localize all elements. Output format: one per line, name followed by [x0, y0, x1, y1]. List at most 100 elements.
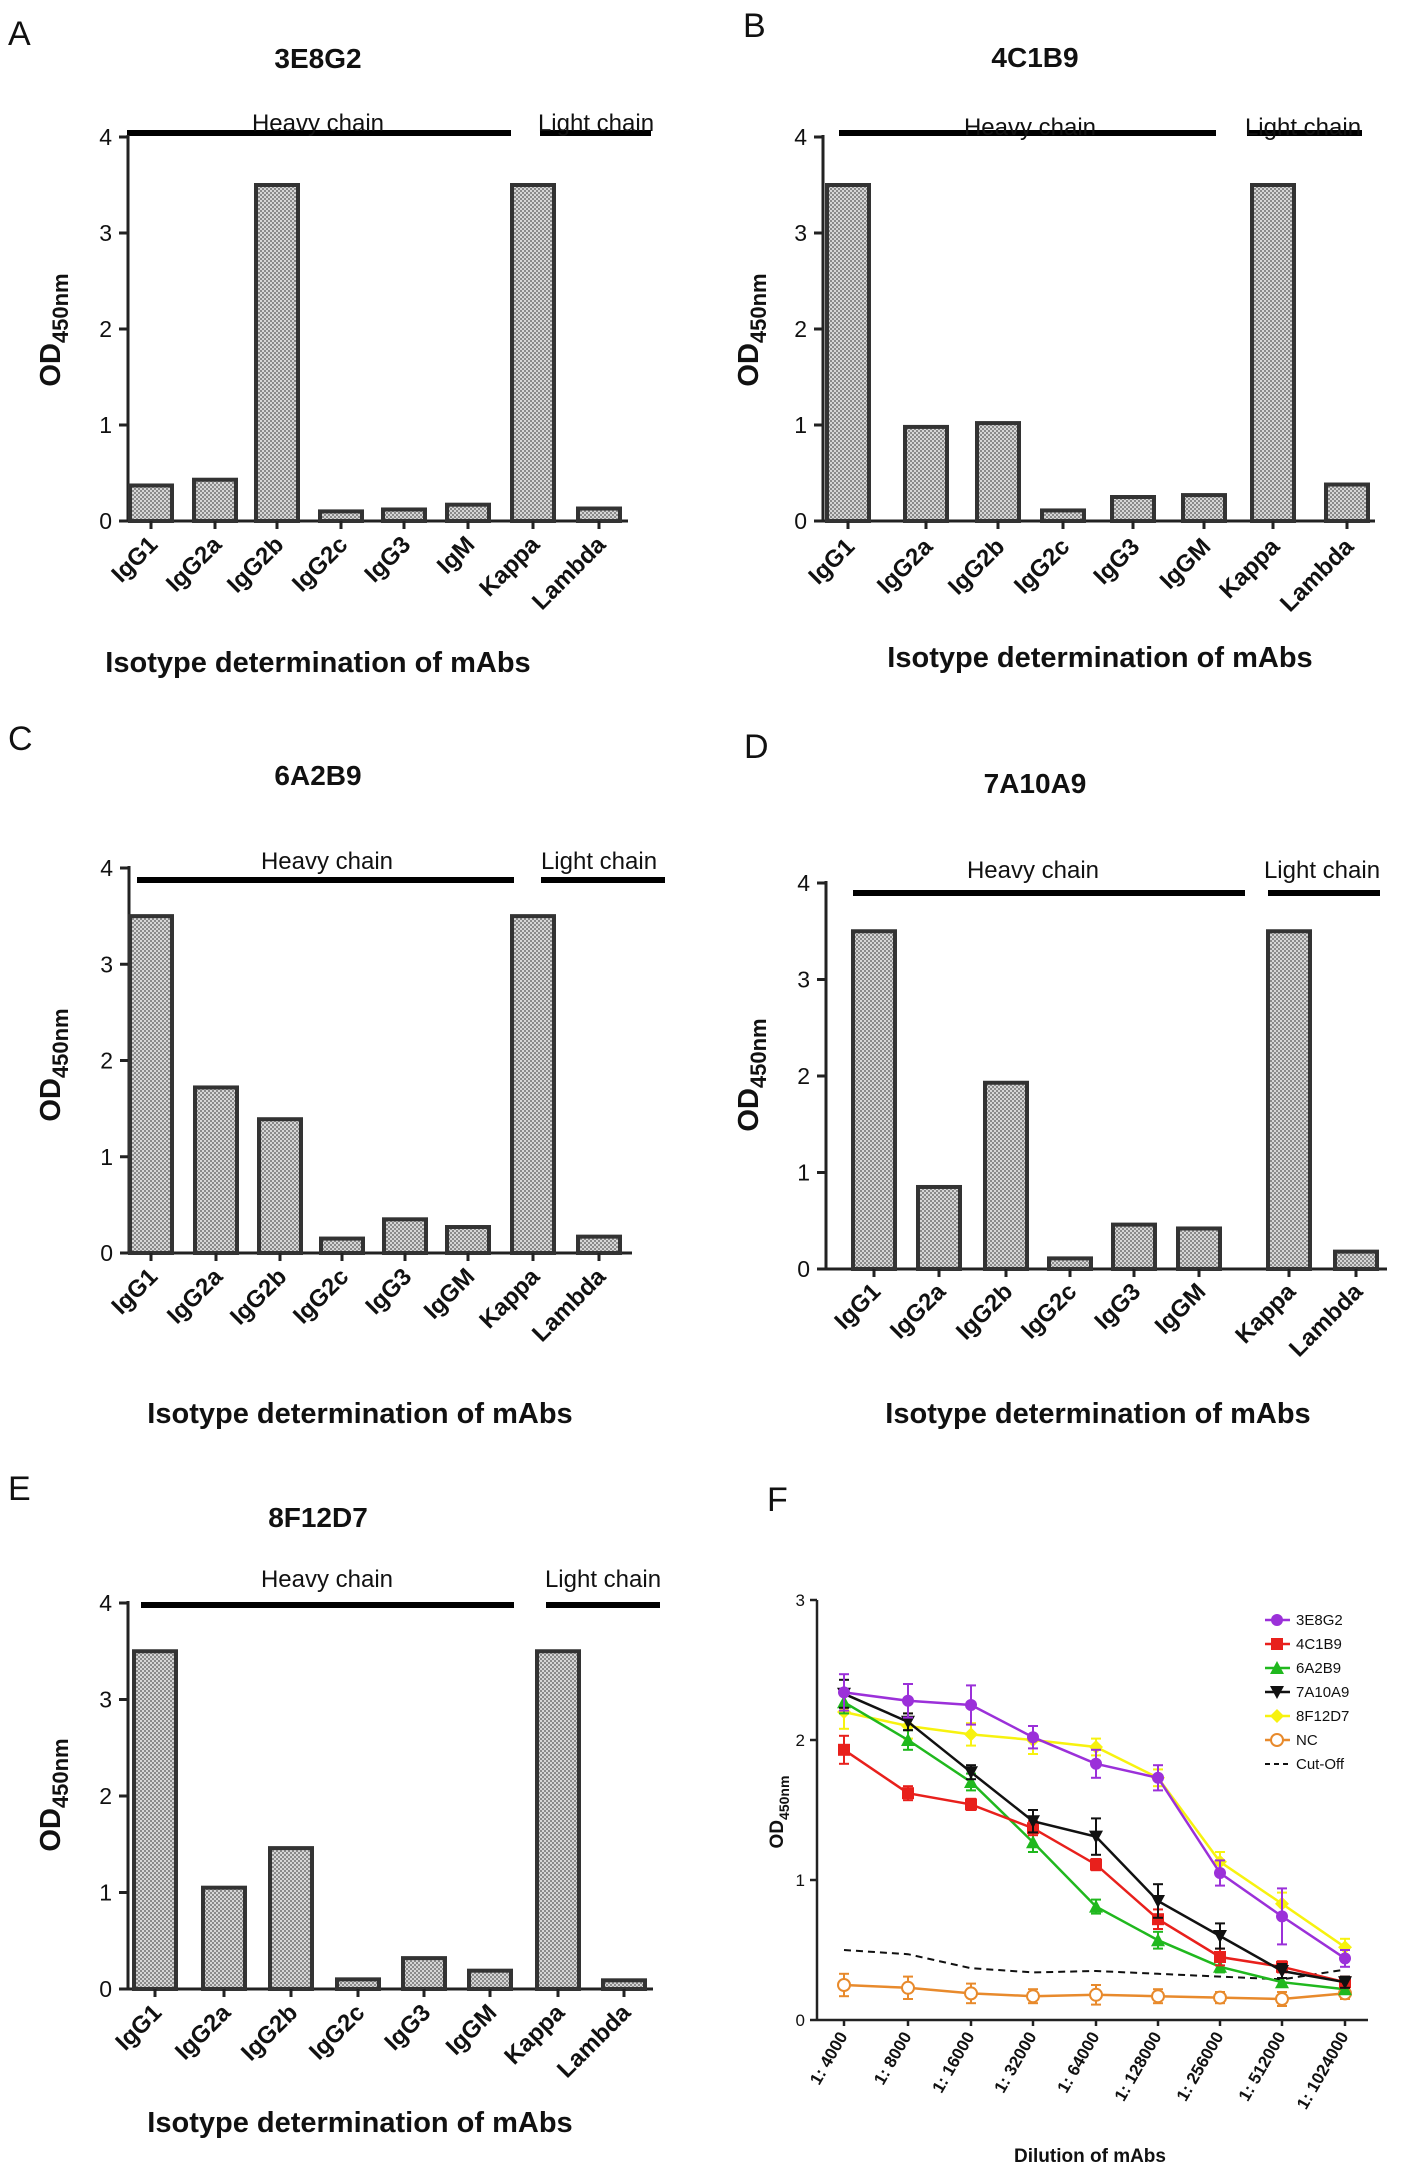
y-axis-title-main: OD: [35, 1808, 67, 1852]
y-tick-label: 1: [796, 1871, 805, 1890]
bar-lambda: [576, 1234, 622, 1255]
y-tick-label: 4: [99, 124, 112, 150]
legend-label: Cut-Off: [1296, 1756, 1345, 1773]
y-tick-label: 1: [99, 412, 112, 438]
point-marker: [1151, 1933, 1165, 1947]
category-label: IgG2c: [304, 1999, 370, 2065]
panel-title: 8F12D7: [268, 1502, 368, 1533]
x-tick-label: 1: 4000: [806, 2029, 851, 2088]
bar-igg2b: [254, 183, 300, 523]
point-marker: [1214, 1867, 1226, 1879]
series-nc: [837, 1972, 1352, 2007]
point-marker: [1089, 1987, 1103, 2002]
point-marker: [964, 1766, 978, 1780]
bar-igg2b: [983, 1080, 1029, 1271]
y-tick-label: 4: [794, 124, 807, 150]
x-tick-label: 1: 512000: [1235, 2029, 1290, 2105]
bar-igg2a: [201, 1885, 247, 1992]
point-marker: [1151, 1895, 1165, 1908]
bar-kappa: [1266, 929, 1312, 1271]
point-marker: [1338, 1976, 1352, 1990]
group-label: Light chain: [1245, 114, 1361, 141]
category-label: IgG3: [359, 531, 416, 588]
bar-igg2b: [975, 421, 1021, 523]
point-marker: [1089, 1899, 1103, 1913]
point-marker: [838, 1743, 850, 1756]
y-tick-label: 2: [796, 1731, 805, 1750]
y-tick-label: 4: [100, 855, 113, 881]
point-marker: [1090, 1858, 1102, 1871]
category-label: Lambda: [527, 531, 612, 616]
y-tick-label: 1: [797, 1160, 810, 1186]
bar-igg2b: [257, 1117, 303, 1256]
bar-lambda: [1333, 1249, 1379, 1272]
bar-igm: [445, 502, 491, 523]
point-marker: [1089, 1830, 1103, 1844]
category-label: IgGM: [441, 1999, 503, 2061]
y-tick-label: 1: [100, 1144, 113, 1170]
point-marker: [901, 1980, 915, 1995]
bar-igg1: [851, 929, 897, 1271]
category-label: IgG2b: [222, 531, 289, 598]
bar-igg1: [128, 483, 174, 524]
x-tick-label: 1: 32000: [990, 2029, 1040, 2097]
y-tick-label: 3: [99, 1687, 112, 1713]
bar-igg2a: [192, 477, 238, 523]
group-label: Heavy chain: [964, 114, 1096, 141]
series-cut-off: [843, 1949, 1346, 1981]
x-axis-title: Dilution of mAbs: [1014, 2146, 1166, 2167]
panel-letter: F: [767, 1481, 788, 1519]
category-label: IgG2c: [1016, 1278, 1082, 1344]
point-marker: [1152, 1913, 1164, 1926]
y-axis-title: OD450nm: [35, 273, 73, 386]
point-marker: [902, 1694, 914, 1707]
legend-label: 4C1B9: [1296, 1636, 1342, 1653]
x-tick-label: 1: 1024000: [1293, 2029, 1352, 2113]
point-marker: [1276, 1910, 1288, 1923]
bar-igg2c: [335, 1977, 381, 1991]
y-axis-title-main: OD: [733, 343, 765, 387]
point-marker: [1027, 1731, 1039, 1744]
group-label: Heavy chain: [252, 110, 384, 137]
y-axis-title-main: OD: [733, 1088, 765, 1132]
panel-title: 6A2B9: [274, 760, 361, 791]
y-tick-label: 0: [99, 508, 112, 534]
panel-letter: B: [743, 7, 766, 45]
category-label: IgG1: [106, 531, 163, 588]
category-label: IgM: [432, 531, 480, 579]
point-marker: [1213, 1930, 1227, 1943]
category-label: IgG2b: [951, 1278, 1018, 1345]
category-label: Kappa: [1214, 533, 1285, 604]
point-marker: [837, 1978, 851, 1992]
point-marker: [964, 1727, 978, 1742]
y-tick-label: 1: [99, 1880, 112, 1906]
bar-igg2c: [1047, 1256, 1093, 1272]
category-label: IgG3: [1089, 1278, 1146, 1335]
bar-iggm: [467, 1968, 513, 1992]
group-label: Light chain: [1264, 857, 1380, 884]
legend-label: 7A10A9: [1296, 1684, 1349, 1701]
group-label: Heavy chain: [261, 848, 393, 875]
category-label: IgG2b: [943, 533, 1010, 600]
series-4c1b9: [838, 1734, 1351, 1989]
y-tick-label: 0: [797, 1256, 810, 1282]
y-tick-label: 2: [100, 1048, 113, 1074]
point-marker: [902, 1787, 914, 1800]
bar-igg3: [1111, 1222, 1157, 1271]
bar-igg3: [381, 507, 427, 524]
panel-letter: C: [8, 720, 33, 758]
x-tick-label: 1: 256000: [1173, 2029, 1228, 2105]
bar-lambda: [576, 506, 622, 523]
point-marker: [964, 1986, 978, 2001]
point-marker: [1090, 1757, 1102, 1770]
point-marker: [1152, 1771, 1164, 1784]
y-axis-title: OD450nm: [733, 273, 771, 386]
legend-label: 6A2B9: [1296, 1660, 1341, 1677]
category-label: IgG2a: [170, 1999, 237, 2066]
legend-label: 3E8G2: [1296, 1612, 1343, 1629]
bar-kappa: [535, 1649, 581, 1991]
series-7a10a9: [837, 1678, 1352, 1990]
category-label: IgG1: [106, 1263, 163, 1320]
